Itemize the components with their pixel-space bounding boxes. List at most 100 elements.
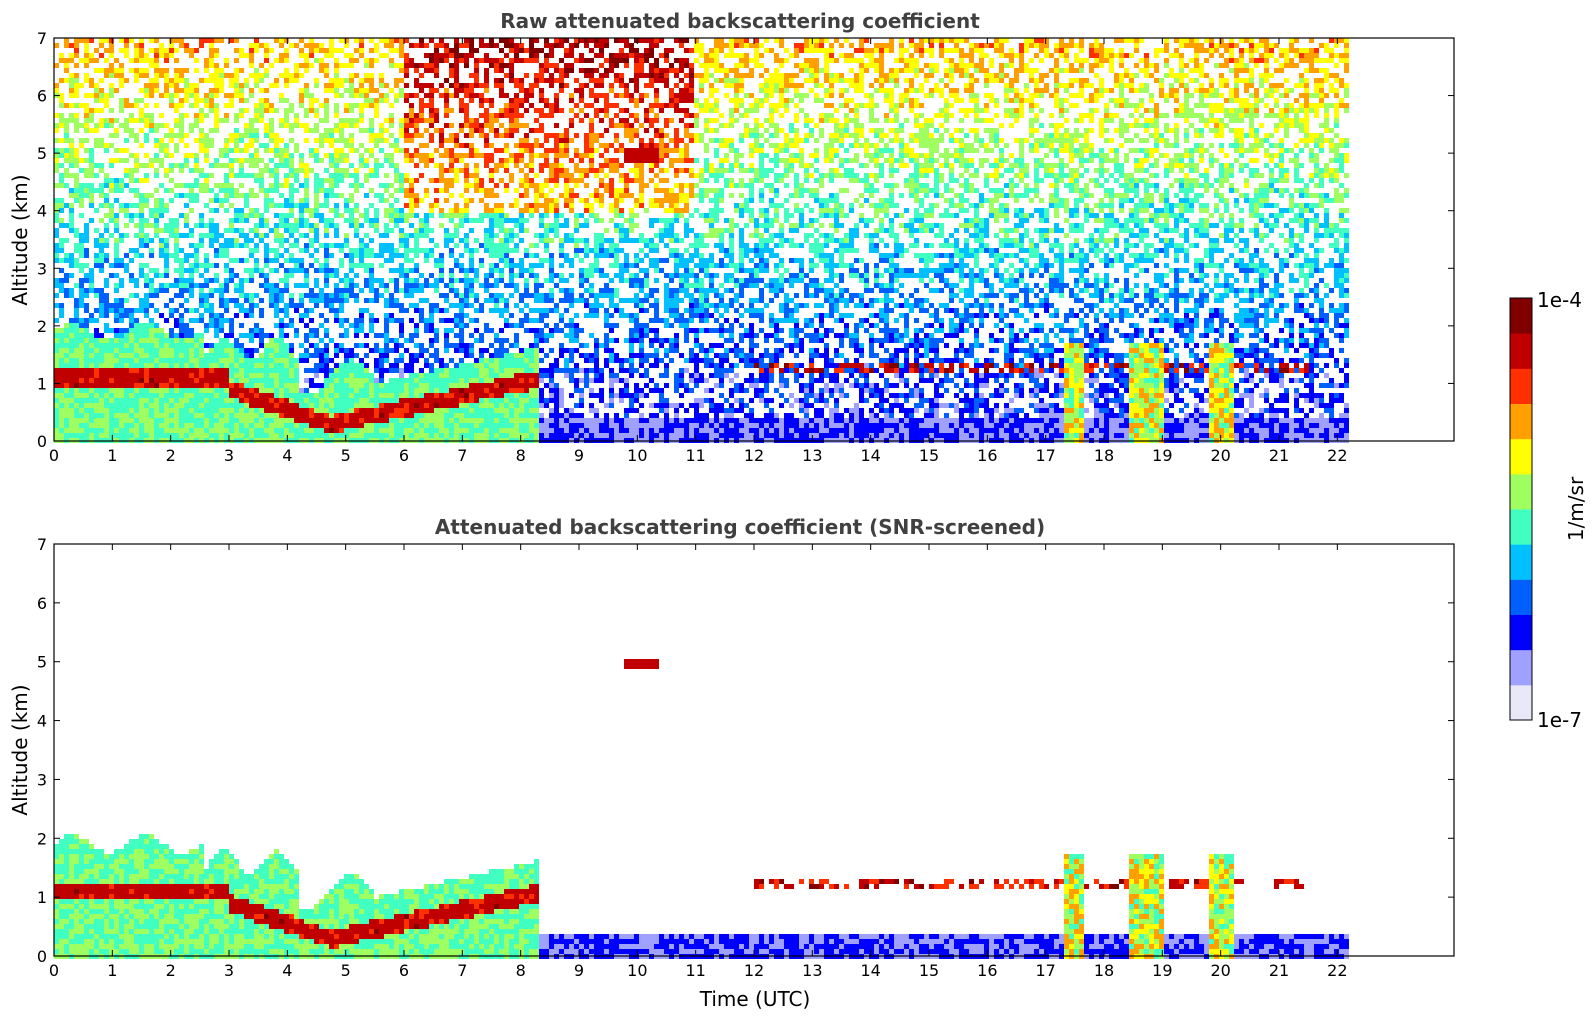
heatmap-cell [359, 428, 364, 433]
heatmap-cell [149, 353, 154, 358]
heatmap-cell [219, 423, 224, 428]
heatmap-cell [254, 268, 259, 273]
heatmap-cell [284, 53, 289, 58]
heatmap-cell [184, 258, 189, 263]
heatmap-cell [434, 328, 439, 333]
heatmap-cell [84, 303, 89, 308]
heatmap-cell [139, 298, 144, 303]
heatmap-cell [409, 93, 414, 98]
heatmap-cell [499, 243, 504, 248]
heatmap-cell [369, 388, 374, 393]
heatmap-cell [464, 433, 469, 438]
heatmap-cell [339, 83, 344, 88]
heatmap-cell [364, 98, 369, 103]
heatmap-cell [444, 348, 449, 353]
heatmap-cell [209, 423, 214, 428]
heatmap-cell [384, 228, 389, 233]
heatmap-cell [284, 218, 289, 223]
heatmap-cell [499, 343, 504, 348]
heatmap-cell [494, 293, 499, 298]
heatmap-cell [529, 58, 534, 63]
heatmap-cell [464, 178, 469, 183]
heatmap-cell [194, 333, 199, 338]
heatmap-cell [139, 423, 144, 428]
heatmap-cell [434, 53, 439, 58]
heatmap-cell [354, 418, 359, 423]
heatmap-cell [174, 248, 179, 253]
heatmap-cell [509, 98, 514, 103]
heatmap-cell [419, 413, 424, 418]
heatmap-cell [304, 168, 309, 173]
heatmap-cell [359, 213, 364, 218]
heatmap-cell [184, 158, 189, 163]
heatmap-cell [174, 363, 179, 368]
heatmap-cell [454, 88, 459, 93]
heatmap-cell [459, 358, 464, 363]
heatmap-cell [164, 358, 169, 363]
heatmap-cell [229, 138, 234, 143]
heatmap-cell [264, 128, 269, 133]
heatmap-cell [59, 218, 64, 223]
heatmap-cell [369, 268, 374, 273]
heatmap-cell [269, 148, 274, 153]
heatmap-cell [364, 333, 369, 338]
heatmap-cell [379, 378, 384, 383]
heatmap-cell [494, 303, 499, 308]
heatmap-cell [254, 293, 259, 298]
heatmap-cell [374, 318, 379, 323]
heatmap-cell [124, 343, 129, 348]
heatmap-cell [54, 363, 59, 368]
heatmap-cell [419, 308, 424, 313]
heatmap-cell [84, 108, 89, 113]
heatmap-cell [154, 63, 159, 68]
heatmap-cell [514, 153, 519, 158]
heatmap-cell [229, 188, 234, 193]
heatmap-cell [274, 83, 279, 88]
heatmap-cell [124, 373, 129, 378]
heatmap-cell [379, 198, 384, 203]
heatmap-cell [184, 278, 189, 283]
heatmap-cell [264, 433, 269, 438]
heatmap-cell [119, 433, 124, 438]
heatmap-cell [394, 63, 399, 68]
heatmap-cell [364, 378, 369, 383]
heatmap-cell [459, 123, 464, 128]
heatmap-cell [239, 358, 244, 363]
heatmap-cell [359, 313, 364, 318]
heatmap-cell [489, 243, 494, 248]
heatmap-cell [219, 383, 224, 388]
heatmap-cell [179, 378, 184, 383]
heatmap-cell [189, 388, 194, 393]
heatmap-cell [504, 213, 509, 218]
heatmap-cell [204, 303, 209, 308]
heatmap-cell [374, 158, 379, 163]
heatmap-cell [399, 358, 404, 363]
heatmap-cell [149, 113, 154, 118]
heatmap-cell [244, 258, 249, 263]
heatmap-cell [299, 283, 304, 288]
heatmap-cell [404, 418, 409, 423]
heatmap-cell [259, 383, 264, 388]
heatmap-cell [514, 333, 519, 338]
heatmap-cell [359, 158, 364, 163]
heatmap-cell [499, 148, 504, 153]
heatmap-cell [329, 408, 334, 413]
heatmap-cell [424, 228, 429, 233]
heatmap-cell [169, 368, 174, 373]
heatmap-cell [294, 283, 299, 288]
heatmap-cell [419, 348, 424, 353]
heatmap-cell [359, 418, 364, 423]
heatmap-cell [419, 143, 424, 148]
heatmap-cell [99, 188, 104, 193]
heatmap-cell [104, 378, 109, 383]
heatmap-cell [414, 288, 419, 293]
heatmap-cell [54, 198, 59, 203]
heatmap-cell [204, 148, 209, 153]
heatmap-cell [399, 228, 404, 233]
heatmap-cell [54, 253, 59, 258]
heatmap-cell [254, 403, 259, 408]
heatmap-cell [489, 383, 494, 388]
heatmap-cell [464, 218, 469, 223]
heatmap-cell [164, 133, 169, 138]
heatmap-cell [444, 103, 449, 108]
